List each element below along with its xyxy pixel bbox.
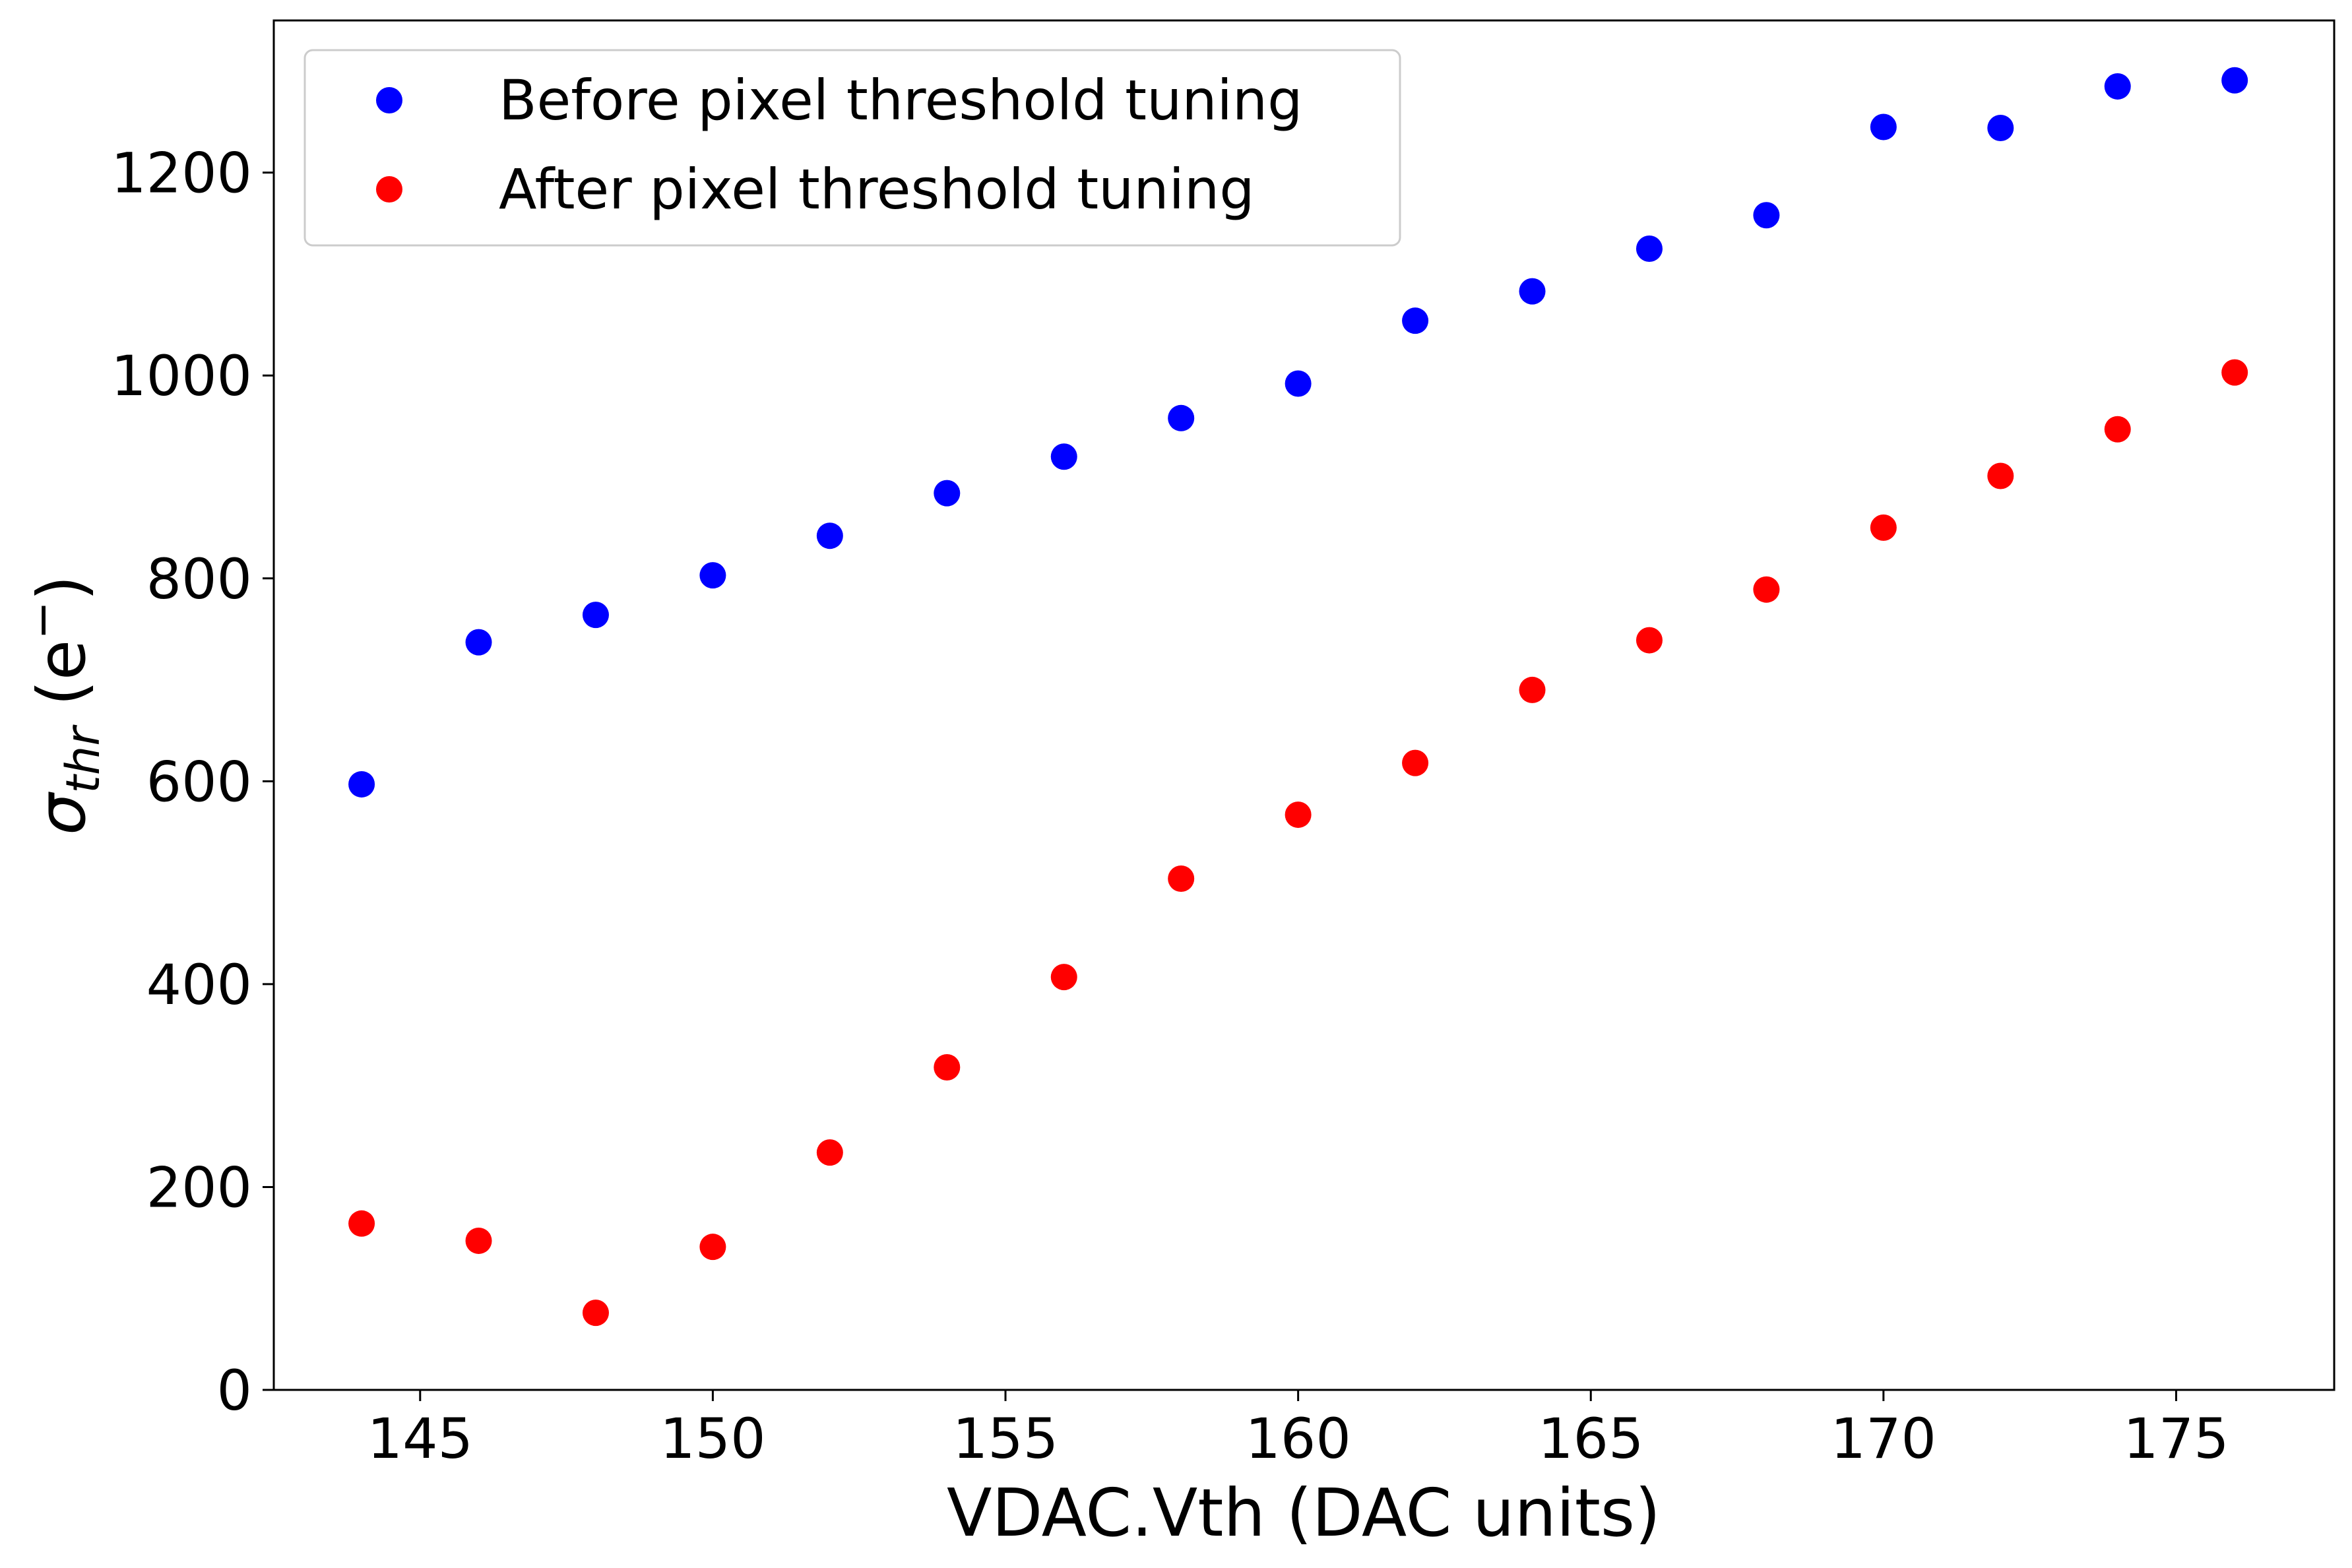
y-axis-label-symbol: σ [23, 792, 100, 835]
data-point [1753, 576, 1780, 603]
series-before-tuning [348, 67, 2248, 798]
y-tick-label: 1000 [111, 344, 252, 408]
data-points [348, 67, 2248, 1327]
data-point [1402, 307, 1429, 334]
legend-box [303, 49, 1401, 247]
data-point [2104, 416, 2131, 443]
data-point [699, 1234, 726, 1261]
data-point [465, 629, 492, 656]
data-point [1987, 462, 2014, 489]
data-point [1519, 676, 1546, 703]
y-tick-label: 800 [146, 547, 252, 612]
y-tick-label: 400 [146, 953, 252, 1017]
y-axis-ticks: 0 200 400 600 800 1000 1200 [111, 141, 274, 1423]
legend-label-before: Before pixel threshold tuning [499, 68, 1302, 133]
x-tick-label: 160 [1245, 1406, 1351, 1471]
series-after-tuning [348, 359, 2248, 1327]
plot-area-frame [272, 19, 2336, 1391]
legend-marker-after [376, 176, 402, 203]
data-point [2104, 73, 2131, 100]
data-point [2221, 67, 2248, 94]
data-point [1870, 514, 1897, 541]
y-tick-label: 1200 [111, 141, 252, 206]
data-point [816, 1139, 843, 1166]
x-tick-label: 150 [660, 1406, 765, 1471]
y-axis-label-subscript: thr [56, 724, 110, 794]
x-tick-label: 170 [1831, 1406, 1936, 1471]
data-point [1870, 113, 1897, 141]
data-point [1753, 202, 1780, 229]
data-point [1050, 964, 1077, 991]
x-tick-label: 165 [1538, 1406, 1643, 1471]
x-tick-label: 155 [953, 1406, 1058, 1471]
data-point [1987, 115, 2014, 142]
data-point [1168, 404, 1195, 431]
data-point [934, 1053, 961, 1081]
data-point [348, 770, 375, 798]
y-tick-label: 0 [217, 1358, 252, 1423]
legend-label-after: After pixel threshold tuning [499, 157, 1255, 222]
data-point [1168, 865, 1195, 892]
legend-marker-before [376, 87, 402, 113]
x-axis-label: VDAC.Vth (DAC units) [947, 1474, 1661, 1552]
y-tick-label: 200 [146, 1155, 252, 1220]
y-axis-label-unit-sup: − [15, 601, 69, 640]
data-point [348, 1210, 375, 1237]
data-point [934, 480, 961, 507]
data-point [465, 1227, 492, 1254]
data-point [1285, 370, 1312, 397]
data-point [1402, 749, 1429, 776]
y-axis-label: σthr (e−) [15, 575, 110, 835]
x-tick-label: 175 [2123, 1406, 2229, 1471]
data-point [816, 522, 843, 549]
data-point [582, 1300, 609, 1327]
legend: Before pixel threshold tuning After pixe… [303, 49, 1401, 247]
data-point [1636, 627, 1663, 654]
x-tick-label: 145 [367, 1406, 473, 1471]
data-point [699, 562, 726, 589]
x-axis-ticks: 145 150 155 160 165 170 175 [367, 1390, 2229, 1471]
y-axis-label-unit-open: (e [23, 640, 100, 727]
data-point [1636, 235, 1663, 262]
data-point [582, 602, 609, 629]
data-point [1050, 443, 1077, 470]
data-point [1285, 801, 1312, 829]
y-tick-label: 600 [146, 749, 252, 814]
data-point [1519, 278, 1546, 305]
data-point [2221, 359, 2248, 386]
y-axis-label-unit-close: ) [23, 575, 100, 601]
